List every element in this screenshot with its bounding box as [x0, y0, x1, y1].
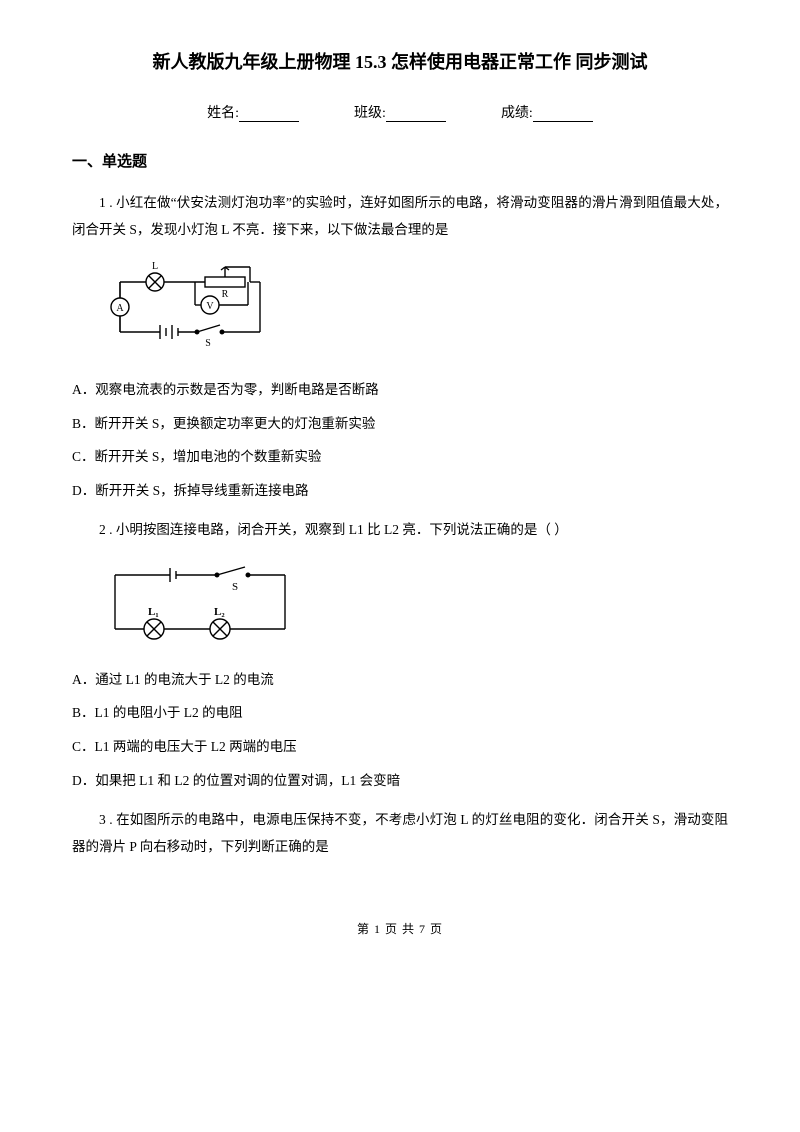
name-label: 姓名: [207, 102, 239, 122]
q2-label-L2: L₂ [214, 606, 225, 618]
q1-circuit-diagram: L R A V S [100, 257, 728, 357]
q1-option-a: A．观察电流表的示数是否为零，判断电路是否断路 [72, 375, 728, 405]
q2-option-c: C．L1 两端的电压大于 L2 两端的电压 [72, 732, 728, 762]
q1-label-A: A [116, 303, 124, 314]
q1-stem: 1 . 小红在做“伏安法测灯泡功率”的实验时，连好如图所示的电路，将滑动变阻器的… [72, 189, 728, 243]
q1-option-d: D．断开开关 S，拆掉导线重新连接电路 [72, 476, 728, 506]
q3-stem: 3 . 在如图所示的电路中，电源电压保持不变，不考虑小灯泡 L 的灯丝电阻的变化… [72, 806, 728, 860]
class-label: 班级: [354, 102, 386, 122]
doc-title: 新人教版九年级上册物理 15.3 怎样使用电器正常工作 同步测试 [72, 48, 728, 74]
q2-label-S: S [232, 581, 238, 593]
q2-stem: 2 . 小明按图连接电路，闭合开关，观察到 L1 比 L2 亮．下列说法正确的是… [72, 516, 728, 543]
page-footer: 第 1 页 共 7 页 [72, 920, 728, 937]
q1-label-L: L [152, 261, 158, 272]
q2-option-a: A．通过 L1 的电流大于 L2 的电流 [72, 665, 728, 695]
q1-option-b: B．断开开关 S，更换额定功率更大的灯泡重新实验 [72, 409, 728, 439]
score-label: 成绩: [501, 102, 533, 122]
q2-option-b: B．L1 的电阻小于 L2 的电阻 [72, 698, 728, 728]
q1-label-S: S [205, 338, 211, 349]
class-blank [386, 107, 446, 122]
student-fields: 姓名: 班级: 成绩: [72, 102, 728, 122]
name-blank [239, 107, 299, 122]
q2-circuit-diagram: S L₁ L₂ [100, 557, 728, 647]
section-1-heading: 一、单选题 [72, 150, 728, 171]
q1-option-c: C．断开开关 S，增加电池的个数重新实验 [72, 442, 728, 472]
q1-label-R: R [222, 289, 229, 300]
q1-label-V: V [206, 301, 214, 312]
score-blank [533, 107, 593, 122]
q2-option-d: D．如果把 L1 和 L2 的位置对调的位置对调，L1 会变暗 [72, 766, 728, 796]
q2-label-L1: L₁ [148, 606, 159, 618]
